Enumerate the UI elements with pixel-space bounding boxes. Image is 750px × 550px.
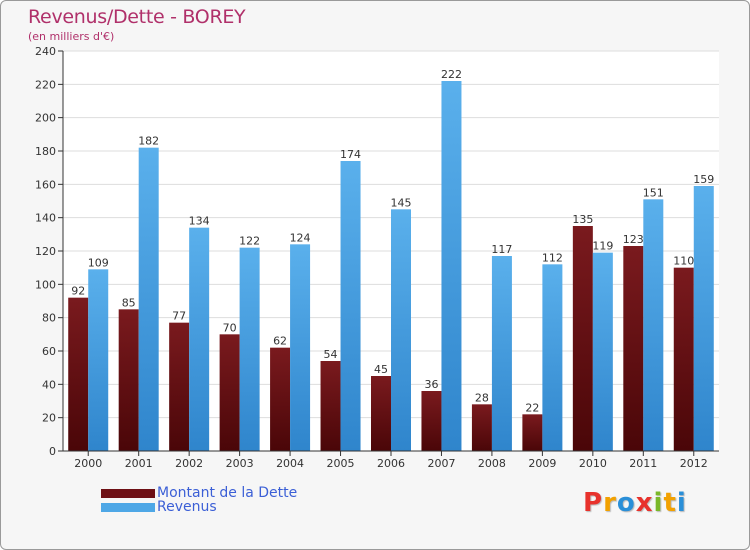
y-tick-label: 100: [35, 278, 56, 291]
data-label-debt-2000: 92: [71, 285, 85, 298]
data-label-revenue-2000: 109: [88, 256, 109, 269]
logo-letter-5: t: [663, 488, 677, 518]
x-tick-label-2005: 2005: [327, 457, 355, 470]
bar-revenue-2008: [491, 256, 512, 451]
logo-letter-1: r: [603, 488, 617, 518]
bar-debt-2005: [320, 361, 341, 451]
x-tick-label-2008: 2008: [478, 457, 506, 470]
bar-revenue-2000: [88, 269, 109, 451]
data-label-revenue-2001: 182: [138, 135, 159, 148]
y-tick-label: 240: [35, 45, 56, 58]
y-tick-label: 80: [42, 312, 56, 325]
bar-debt-2003: [219, 334, 240, 451]
legend-swatch-debt: [101, 488, 155, 498]
bar-revenue-2006: [391, 209, 411, 451]
data-label-revenue-2012: 159: [693, 173, 714, 186]
logo-letter-6: i: [676, 488, 687, 518]
y-tick-label: 120: [35, 245, 56, 258]
data-label-revenue-2002: 134: [189, 215, 210, 228]
data-label-debt-2010: 135: [572, 213, 593, 226]
y-tick-label: 20: [42, 412, 56, 425]
bar-debt-2009: [522, 414, 543, 451]
data-label-debt-2003: 70: [223, 321, 237, 334]
bar-debt-2007: [421, 391, 442, 451]
bar-debt-2010: [572, 226, 593, 451]
bar-revenue-2001: [138, 147, 159, 451]
chart-title: Revenus/Dette - BOREY: [28, 6, 246, 28]
x-tick-label-2000: 2000: [74, 457, 102, 470]
legend-swatch-revenue: [101, 502, 155, 512]
legend-label-revenue: Revenus: [157, 499, 217, 515]
bar-revenue-2002: [189, 227, 210, 451]
x-tick-label-2006: 2006: [377, 457, 405, 470]
data-label-debt-2002: 77: [172, 310, 186, 323]
legend: Montant de la Dette Revenus: [101, 486, 297, 514]
bar-revenue-2009: [542, 264, 563, 451]
legend-item-debt: Montant de la Dette: [101, 486, 297, 500]
bar-debt-2008: [471, 404, 492, 451]
x-tick-label-2001: 2001: [125, 457, 153, 470]
logo-letter-0: P: [583, 488, 604, 518]
x-tick-label-2004: 2004: [276, 457, 304, 470]
data-label-revenue-2007: 222: [441, 68, 462, 81]
data-label-revenue-2011: 151: [643, 186, 664, 199]
chart-subtitle: (en milliers d'€): [28, 30, 115, 43]
data-label-debt-2009: 22: [525, 401, 539, 414]
data-label-debt-2001: 85: [122, 296, 136, 309]
data-label-revenue-2010: 119: [592, 240, 613, 253]
bar-revenue-2007: [441, 81, 462, 451]
x-tick-label-2011: 2011: [629, 457, 657, 470]
bar-debt-2000: [68, 297, 89, 451]
x-tick-label-2007: 2007: [427, 457, 455, 470]
x-tick-label-2012: 2012: [680, 457, 708, 470]
bar-revenue-2004: [290, 244, 311, 451]
bar-debt-2004: [270, 347, 291, 451]
y-tick-label: 200: [35, 112, 56, 125]
bar-debt-2012: [673, 267, 694, 451]
data-label-debt-2012: 110: [673, 255, 694, 268]
data-label-debt-2006: 45: [374, 363, 388, 376]
logo-letter-3: x: [635, 488, 654, 518]
data-label-revenue-2005: 174: [340, 148, 361, 161]
bar-revenue-2011: [643, 199, 664, 451]
bar-debt-2006: [371, 376, 391, 451]
bar-revenue-2005: [340, 161, 361, 451]
bar-revenue-2003: [239, 247, 260, 451]
data-label-revenue-2004: 124: [290, 231, 311, 244]
bar-revenue-2012: [693, 186, 714, 451]
y-tick-label: 180: [35, 145, 56, 158]
y-tick-label: 40: [42, 378, 56, 391]
y-tick-label: 160: [35, 178, 56, 191]
y-tick-label: 60: [42, 345, 56, 358]
x-tick-label-2002: 2002: [175, 457, 203, 470]
data-label-debt-2007: 36: [424, 378, 438, 391]
bar-debt-2001: [118, 309, 139, 451]
bar-revenue-2010: [592, 252, 613, 451]
bar-debt-2002: [169, 322, 190, 451]
data-label-debt-2008: 28: [475, 391, 489, 404]
y-tick-label: 140: [35, 212, 56, 225]
y-tick-label: 220: [35, 78, 56, 91]
legend-item-revenue: Revenus: [101, 500, 297, 514]
x-tick-label-2009: 2009: [528, 457, 556, 470]
data-label-debt-2004: 62: [273, 335, 287, 348]
logo-letter-4: i: [653, 488, 664, 518]
data-label-debt-2005: 54: [324, 348, 338, 361]
bar-debt-2011: [623, 246, 644, 451]
x-tick-label-2003: 2003: [226, 457, 254, 470]
y-tick-label: 0: [49, 445, 56, 458]
data-label-debt-2011: 123: [623, 233, 644, 246]
legend-label-debt: Montant de la Dette: [157, 485, 298, 501]
data-label-revenue-2008: 117: [491, 243, 512, 256]
data-label-revenue-2006: 145: [391, 196, 412, 209]
logo-letter-2: o: [616, 488, 636, 518]
proxiti-logo: Proxiti: [583, 488, 687, 518]
data-label-revenue-2003: 122: [239, 235, 260, 248]
x-tick-label-2010: 2010: [579, 457, 607, 470]
data-label-revenue-2009: 112: [542, 251, 563, 264]
